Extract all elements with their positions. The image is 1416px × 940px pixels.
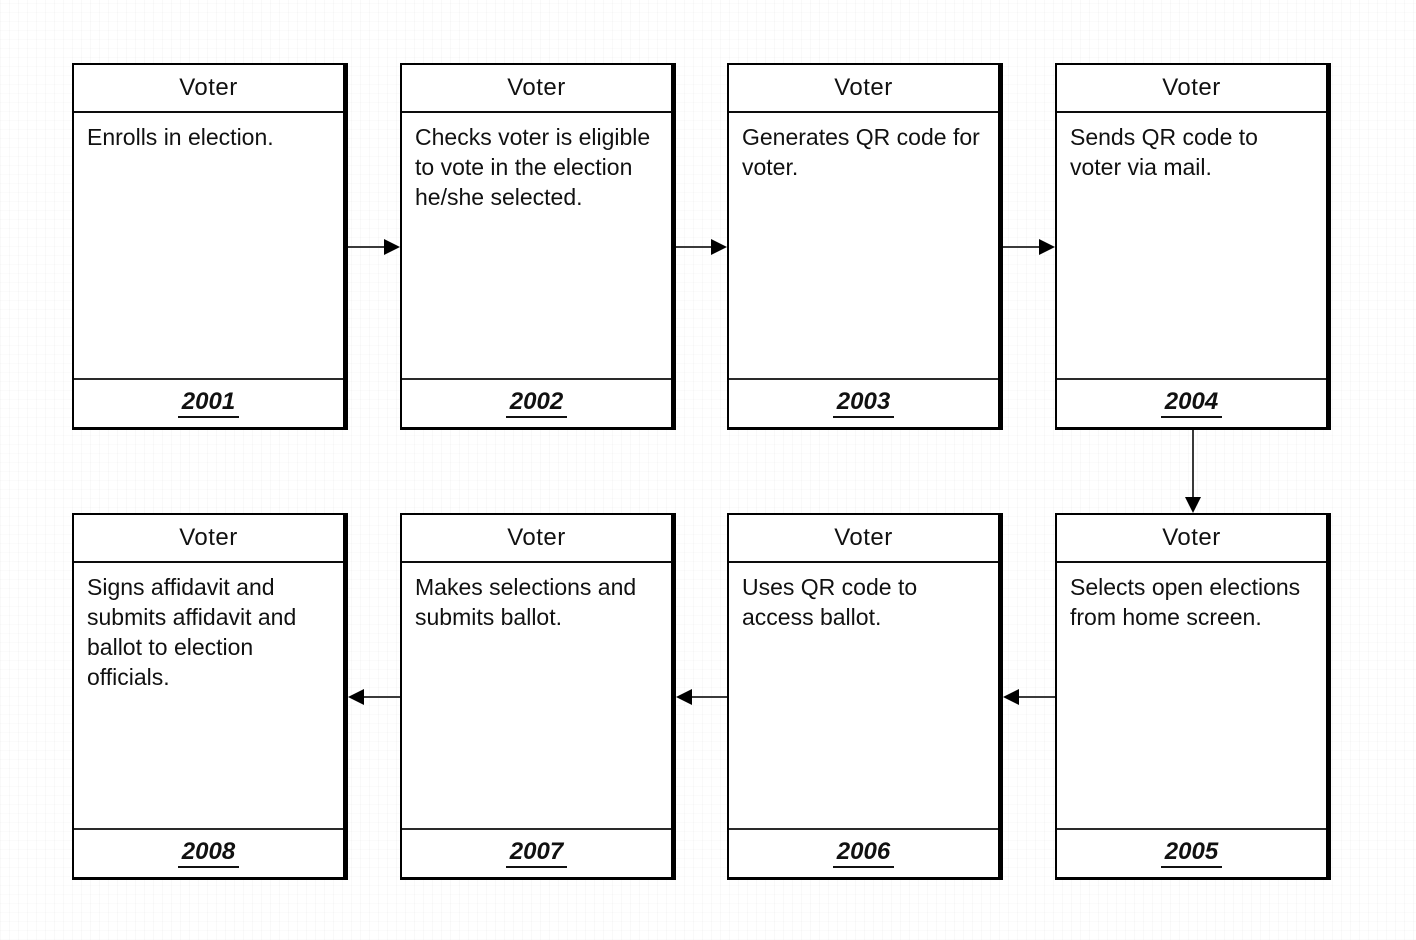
process-box-2008: Voter Signs affidavit and submits affida…	[72, 513, 348, 880]
process-box-2004: Voter Sends QR code to voter via mail. 2…	[1055, 63, 1331, 430]
box-footer: 2002	[402, 378, 671, 427]
process-box-2001: Voter Enrolls in election. 2001	[72, 63, 348, 430]
process-box-2007: Voter Makes selections and submits ballo…	[400, 513, 676, 880]
box-ref-number: 2003	[832, 389, 895, 418]
box-ref-number: 2008	[177, 839, 240, 868]
arrow-2004-to-2005	[1185, 430, 1201, 513]
box-ref-number: 2005	[1160, 839, 1223, 868]
box-ref-number: 2002	[505, 389, 568, 418]
box-body-text: Checks voter is eligible to vote in the …	[415, 124, 651, 210]
arrowhead-left-icon	[676, 689, 692, 705]
process-box-2006: Voter Uses QR code to access ballot. 200…	[727, 513, 1003, 880]
box-header-label: Voter	[1057, 515, 1326, 563]
box-footer: 2004	[1057, 378, 1326, 427]
box-footer: 2007	[402, 828, 671, 877]
box-footer: 2001	[74, 378, 343, 427]
box-body-text: Enrolls in election.	[87, 124, 274, 150]
box-body-text: Generates QR code for voter.	[742, 124, 980, 180]
process-box-2005: Voter Selects open elections from home s…	[1055, 513, 1331, 880]
box-header-label: Voter	[402, 515, 671, 563]
arrow-2002-to-2003	[676, 239, 727, 255]
arrow-line	[690, 696, 727, 698]
arrow-line	[362, 696, 400, 698]
box-footer: 2005	[1057, 828, 1326, 877]
arrow-2001-to-2002	[348, 239, 400, 255]
box-header-label: Voter	[729, 515, 998, 563]
box-header-label: Voter	[402, 65, 671, 113]
arrow-line	[1017, 696, 1055, 698]
arrow-2007-to-2008	[348, 689, 400, 705]
box-ref-number: 2004	[1160, 389, 1223, 418]
box-body-text: Signs affidavit and submits affidavit an…	[87, 574, 297, 690]
arrowhead-right-icon	[1039, 239, 1055, 255]
process-box-2003: Voter Generates QR code for voter. 2003	[727, 63, 1003, 430]
box-body-text: Makes selections and submits ballot.	[415, 574, 637, 630]
arrowhead-right-icon	[384, 239, 400, 255]
arrow-line	[1192, 430, 1194, 499]
box-body-text: Selects open elections from home screen.	[1070, 574, 1301, 630]
box-body-text: Sends QR code to voter via mail.	[1070, 124, 1258, 180]
arrow-2003-to-2004	[1003, 239, 1055, 255]
arrow-line	[348, 246, 386, 248]
box-ref-number: 2001	[177, 389, 240, 418]
arrowhead-right-icon	[711, 239, 727, 255]
box-header-label: Voter	[74, 515, 343, 563]
box-header-label: Voter	[729, 65, 998, 113]
box-footer: 2006	[729, 828, 998, 877]
arrow-line	[676, 246, 713, 248]
box-ref-number: 2006	[832, 839, 895, 868]
arrow-line	[1003, 246, 1041, 248]
process-box-2002: Voter Checks voter is eligible to vote i…	[400, 63, 676, 430]
box-header-label: Voter	[74, 65, 343, 113]
box-footer: 2008	[74, 828, 343, 877]
box-footer: 2003	[729, 378, 998, 427]
arrowhead-down-icon	[1185, 497, 1201, 513]
arrow-2005-to-2006	[1003, 689, 1055, 705]
arrowhead-left-icon	[348, 689, 364, 705]
box-header-label: Voter	[1057, 65, 1326, 113]
box-body-text: Uses QR code to access ballot.	[742, 574, 918, 630]
arrowhead-left-icon	[1003, 689, 1019, 705]
box-ref-number: 2007	[505, 839, 568, 868]
arrow-2006-to-2007	[676, 689, 727, 705]
